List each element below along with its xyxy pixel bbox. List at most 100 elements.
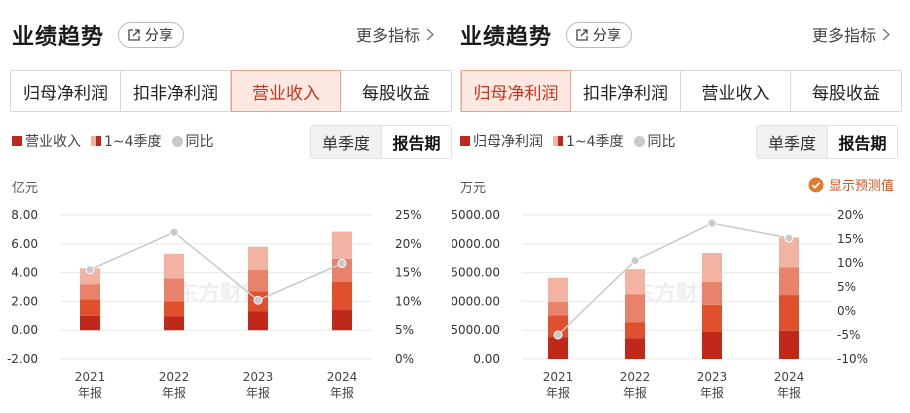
- metric-tabs: 归母净利润 扣非净利润 营业收入 每股收益: [460, 70, 902, 112]
- yoy-point: [85, 265, 95, 275]
- check-circle-icon: [808, 177, 824, 192]
- x-axis-tick-label: 2021: [75, 370, 106, 384]
- tab-eps[interactable]: 每股收益: [362, 83, 430, 104]
- y-axis-right-tick-label: 20%: [395, 237, 422, 251]
- bar-segment-q3: [248, 269, 268, 292]
- legend-label-yoy: 同比: [647, 134, 676, 150]
- x-axis-tick-label: 年报: [246, 385, 270, 400]
- x-axis-tick-label: 2023: [243, 370, 274, 384]
- bar-segment-q3: [164, 278, 184, 302]
- more-label: 更多指标: [811, 26, 876, 45]
- y-axis-right-tick-label: 15%: [837, 232, 864, 246]
- bar-segment-q1: [80, 315, 100, 331]
- legend-swatch-yoy: [171, 135, 183, 147]
- tab-eps[interactable]: 每股收益: [812, 83, 880, 104]
- y-axis-right-tick-label: 10%: [837, 256, 864, 270]
- y-axis-right-tick-label: 20%: [837, 208, 864, 222]
- page-title: 业绩趋势: [460, 25, 553, 50]
- legend-label-quarters: 1~4季度: [104, 134, 162, 150]
- period-single-quarter-button[interactable]: 单季度: [321, 134, 370, 153]
- yoy-point: [169, 227, 179, 237]
- y-axis-right-tick-label: 5%: [837, 280, 856, 294]
- bar-segment-q4: [164, 253, 184, 279]
- y-axis-left-tick-label: 2.00: [11, 294, 38, 308]
- y-axis-right-tick-label: -5%: [837, 328, 860, 342]
- chart-legend: 归母净利润 1~4季度 同比: [460, 131, 676, 151]
- forecast-label: 显示预测值: [828, 179, 894, 194]
- bar-segment-q1: [625, 338, 645, 359]
- legend-label-quarters: 1~4季度: [566, 134, 624, 150]
- bar-segment-q1: [702, 331, 722, 359]
- x-axis-tick-label: 2023: [697, 370, 728, 384]
- bar-segment-q1: [248, 311, 268, 331]
- more-metrics-link[interactable]: 更多指标: [356, 22, 434, 46]
- period-toggle: 单季度 报告期: [310, 125, 452, 159]
- legend-item-yoy: 同比: [633, 131, 676, 151]
- yoy-point: [630, 256, 640, 266]
- share-button[interactable]: 分享: [566, 22, 632, 48]
- y-axis-unit: 亿元: [12, 181, 39, 196]
- chart-legend: 营业收入 1~4季度 同比: [12, 131, 214, 151]
- bar-segment-q4: [779, 237, 799, 268]
- bar-segment-q4: [248, 246, 268, 270]
- share-icon: [128, 29, 140, 41]
- x-axis-tick-label: 年报: [162, 385, 186, 400]
- tab-revenue[interactable]: 营业收入: [681, 71, 791, 111]
- bar-segment-q2: [702, 304, 722, 332]
- y-axis-right-tick-label: -10%: [837, 352, 868, 366]
- more-metrics-link[interactable]: 更多指标: [812, 22, 890, 46]
- performance-panel-left: 业绩趋势 分享 更多指标 归母净利润 扣非净利润 营业收入 每股收益 营业收入 …: [0, 0, 452, 413]
- bar-segment-q4: [332, 231, 352, 259]
- tab-revenue[interactable]: 营业收入: [231, 70, 341, 112]
- x-axis-tick-label: 年报: [78, 385, 102, 400]
- yoy-line: [89, 231, 343, 302]
- legend-item-quarters: 1~4季度: [553, 131, 624, 151]
- x-axis-tick-label: 年报: [700, 385, 724, 400]
- bar-segment-q2: [779, 295, 799, 331]
- share-button[interactable]: 分享: [118, 22, 184, 48]
- share-label: 分享: [593, 28, 621, 44]
- y-axis-left-tick-label: 0.00: [473, 352, 500, 366]
- legend-item-main: 营业收入: [12, 131, 81, 151]
- more-label: 更多指标: [355, 26, 420, 45]
- bar-segment-q1: [779, 330, 799, 359]
- bar-segment-q2: [548, 315, 568, 338]
- y-axis-right-tick-label: 10%: [395, 294, 422, 308]
- bar-segment-q4: [80, 268, 100, 285]
- y-axis-left-tick-label: 10000.00: [452, 294, 500, 308]
- period-report-button[interactable]: 报告期: [381, 126, 451, 158]
- legend-label-yoy: 同比: [185, 134, 214, 150]
- x-axis-tick-label: 2022: [620, 370, 651, 384]
- period-single-quarter-button[interactable]: 单季度: [767, 134, 816, 153]
- show-forecast-toggle[interactable]: 显示预测值: [808, 175, 894, 194]
- bar-segment-q2: [80, 299, 100, 316]
- legend-item-yoy: 同比: [171, 131, 214, 151]
- yoy-point: [337, 258, 347, 268]
- legend-label-main: 归母净利润: [473, 134, 543, 150]
- bar-segment-q3: [625, 294, 645, 323]
- legend-swatch-main: [460, 136, 470, 146]
- y-axis-right-tick-label: 0%: [395, 352, 414, 366]
- x-axis-tick-label: 年报: [330, 385, 354, 400]
- tab-net-profit[interactable]: 归母净利润: [11, 71, 121, 111]
- chevron-right-icon: [882, 27, 890, 41]
- bar-segment-q4: [548, 277, 568, 302]
- tab-deducted-net-profit[interactable]: 扣非净利润: [121, 71, 231, 111]
- page-title: 业绩趋势: [12, 25, 105, 50]
- tab-net-profit[interactable]: 归母净利润: [461, 70, 571, 112]
- legend-item-main: 归母净利润: [460, 131, 543, 151]
- x-axis-tick-label: 年报: [546, 385, 570, 400]
- period-report-button[interactable]: 报告期: [827, 126, 897, 158]
- chevron-right-icon: [426, 27, 434, 41]
- yoy-point: [253, 295, 263, 305]
- bar-segment-q1: [164, 316, 184, 331]
- y-axis-right-tick-label: 25%: [395, 208, 422, 222]
- tab-deducted-net-profit[interactable]: 扣非净利润: [571, 71, 681, 111]
- legend-item-quarters: 1~4季度: [91, 131, 162, 151]
- y-axis-left-tick-label: 4.00: [11, 266, 38, 280]
- y-axis-left-tick-label: -2.00: [7, 352, 38, 366]
- yoy-point: [784, 233, 794, 243]
- y-axis-left-tick-label: 8.00: [11, 208, 38, 222]
- legend-swatch-quarters: [91, 136, 101, 146]
- revenue-chart: -2.00 0.00 2.00 4.00 6.00 8.00 0% 5% 10% 15% 20% 25…: [7, 208, 422, 400]
